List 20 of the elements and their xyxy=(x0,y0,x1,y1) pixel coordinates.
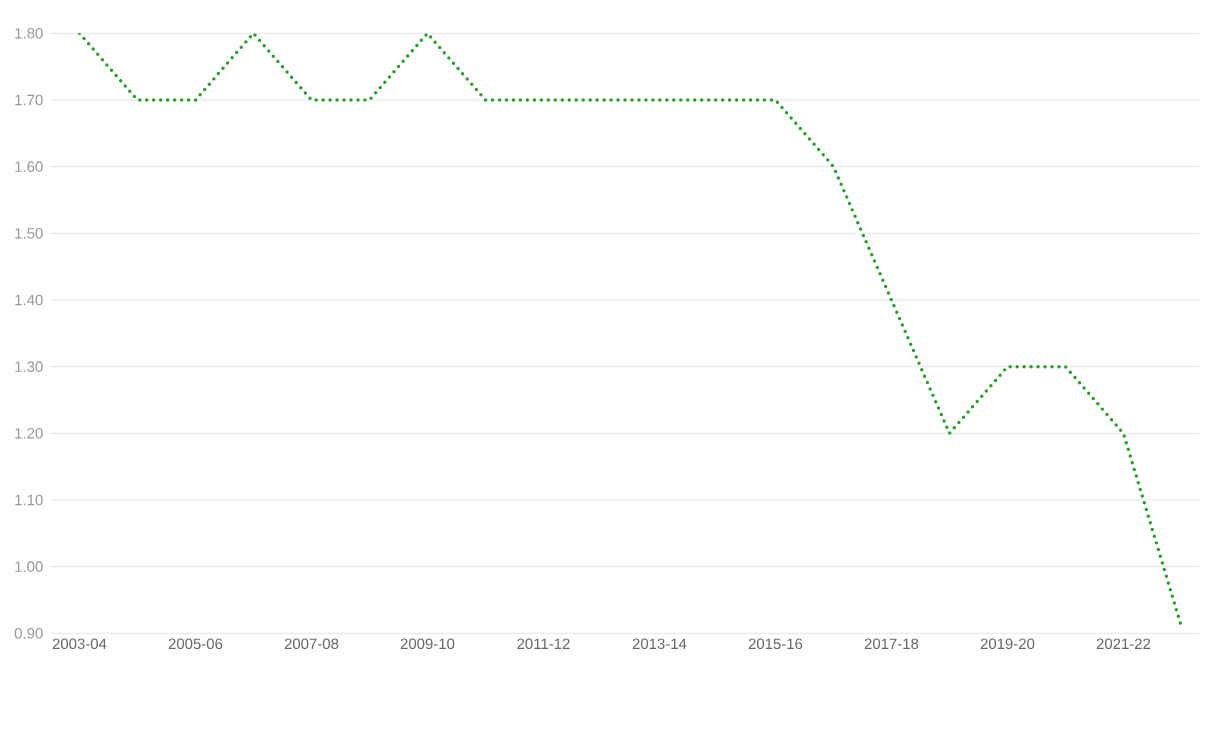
y-tick-label: 1.00 xyxy=(15,561,43,572)
x-tick-label: 2003-04 xyxy=(52,638,107,650)
x-tick-label: 2007-08 xyxy=(284,638,339,650)
x-tick-label: 2015-16 xyxy=(748,638,803,650)
x-tick-label: 2017-18 xyxy=(864,638,919,650)
y-tick-label: 1.10 xyxy=(15,494,43,506)
x-tick-label: 2005-06 xyxy=(168,638,223,650)
y-tick-label: 1.60 xyxy=(15,161,43,172)
y-tick-label: 1.40 xyxy=(15,294,43,306)
x-tick-label: 2009-10 xyxy=(400,638,455,650)
x-tick-label: 2013-14 xyxy=(632,638,687,650)
y-tick-label: 1.30 xyxy=(15,361,43,372)
y-tick-label: 1.70 xyxy=(15,94,43,106)
y-tick-label: 0.90 xyxy=(14,628,43,639)
x-tick-label: 2021-22 xyxy=(1096,638,1151,650)
x-tick-label: 2019-20 xyxy=(980,638,1035,650)
y-tick-label: 1.80 xyxy=(15,28,43,39)
y-tick-label: 1.20 xyxy=(15,428,43,439)
x-tick-label: 2011-12 xyxy=(517,638,570,650)
y-tick-label: 1.50 xyxy=(15,228,43,239)
